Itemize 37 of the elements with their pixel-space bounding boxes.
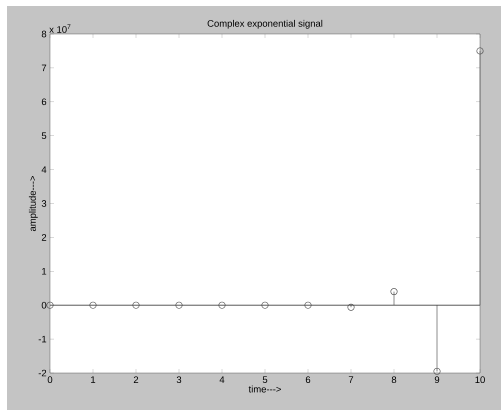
text: x 10$^{7}$ [49,24,70,33]
point [390,288,398,296]
y-tick-label: 5 [42,132,46,139]
x-tick-label: 8 [392,376,396,384]
y-tick-label: 3 [42,200,46,207]
point [90,302,96,309]
y-tick-label: 8 [42,30,46,38]
chart-title: Complex exponential signal [208,20,322,29]
y-tick-label: 2 [42,234,46,241]
point [218,302,226,309]
point [176,302,182,309]
point [476,47,484,54]
point [46,302,54,309]
x-tick-label: 1 [91,376,96,383]
point [304,302,312,309]
x-tick-label: 9 [434,376,440,384]
x-tick-label: 0 [48,376,52,384]
x-axis-title: time---> [248,386,281,393]
y-tick-label: 0 [42,302,46,309]
x-tick-label: 7 [348,376,354,383]
x-tick-label: 4 [220,376,224,383]
y-tick-label: -2 [38,370,46,376]
y-tick-label: 1 [42,268,46,275]
y-tick-label: 7 [42,64,46,72]
x-tick-label: 2 [134,376,138,383]
y-tick-label: 6 [42,98,46,106]
y-tick-label: -1 [38,336,46,342]
y-axis-title: amplitude---> [28,176,38,232]
x-tick-label: 3 [176,376,182,384]
x-tick-label: 6 [306,376,310,384]
point [262,302,268,309]
point [434,368,440,375]
point [348,304,354,311]
x-tick-label: 5 [262,376,268,383]
x-tick-label: 10 [475,376,485,384]
point [132,302,140,309]
y-tick-label: 4 [42,166,46,173]
